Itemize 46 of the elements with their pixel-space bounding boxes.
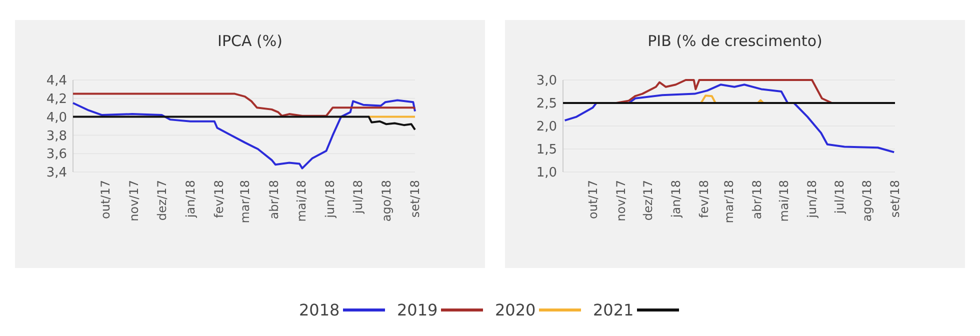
- x-tick-label: jun/18: [805, 180, 820, 219]
- x-tick-label: ago/18: [380, 180, 394, 222]
- y-tick-label: 4,4: [46, 74, 67, 89]
- x-tick-label: set/18: [888, 180, 902, 218]
- y-tick-label: 3,8: [46, 128, 67, 144]
- x-tick-label: mar/18: [238, 180, 252, 224]
- x-tick-label: nov/17: [127, 180, 142, 222]
- x-tick-label: set/18: [408, 180, 422, 218]
- y-tick-label: 4,0: [46, 110, 67, 126]
- x-tick-label: nov/17: [614, 180, 628, 222]
- y-tick-label: 1,0: [536, 166, 557, 181]
- line-series: [72, 92, 416, 117]
- y-tick-label: 1,5: [536, 142, 557, 158]
- line-series: [72, 99, 416, 170]
- y-tick-label: 3,4: [46, 166, 67, 181]
- x-tick-label: mai/18: [294, 180, 309, 222]
- x-tick-label: mar/18: [722, 180, 736, 224]
- chart-title: PIB (% de crescimento): [648, 32, 822, 50]
- x-tick-label: jun/18: [323, 180, 338, 219]
- line-series: [615, 79, 833, 104]
- x-tick-label: out/17: [586, 180, 600, 219]
- x-tick-label: fev/18: [212, 180, 226, 218]
- x-tick-label: dez/17: [154, 180, 169, 221]
- x-tick-label: out/17: [98, 180, 113, 219]
- x-tick-label: abr/18: [750, 180, 764, 220]
- x-tick-label: dez/17: [641, 180, 656, 221]
- chart-title: IPCA (%): [218, 32, 282, 50]
- y-tick-label: 3,6: [46, 147, 67, 162]
- x-tick-label: jan/18: [668, 180, 683, 219]
- x-tick-label: abr/18: [266, 180, 281, 220]
- x-tick-label: jul/18: [350, 180, 365, 215]
- line-series: [564, 84, 896, 154]
- y-tick-label: 2,5: [536, 96, 557, 112]
- legend-label: 2018: [299, 300, 340, 320]
- y-tick-label: 4,2: [46, 92, 67, 107]
- x-tick-label: ago/18: [860, 180, 874, 222]
- y-tick-label: 3,0: [536, 74, 557, 89]
- y-tick-label: 2,0: [536, 120, 557, 135]
- x-tick-label: mai/18: [777, 180, 792, 222]
- legend-label: 2020: [495, 300, 536, 320]
- x-tick-label: fev/18: [696, 180, 711, 218]
- legend-label: 2019: [397, 300, 438, 320]
- line-series: [72, 116, 416, 131]
- x-tick-label: jul/18: [832, 180, 846, 215]
- x-tick-label: jan/18: [184, 180, 198, 219]
- legend-label: 2021: [593, 300, 634, 320]
